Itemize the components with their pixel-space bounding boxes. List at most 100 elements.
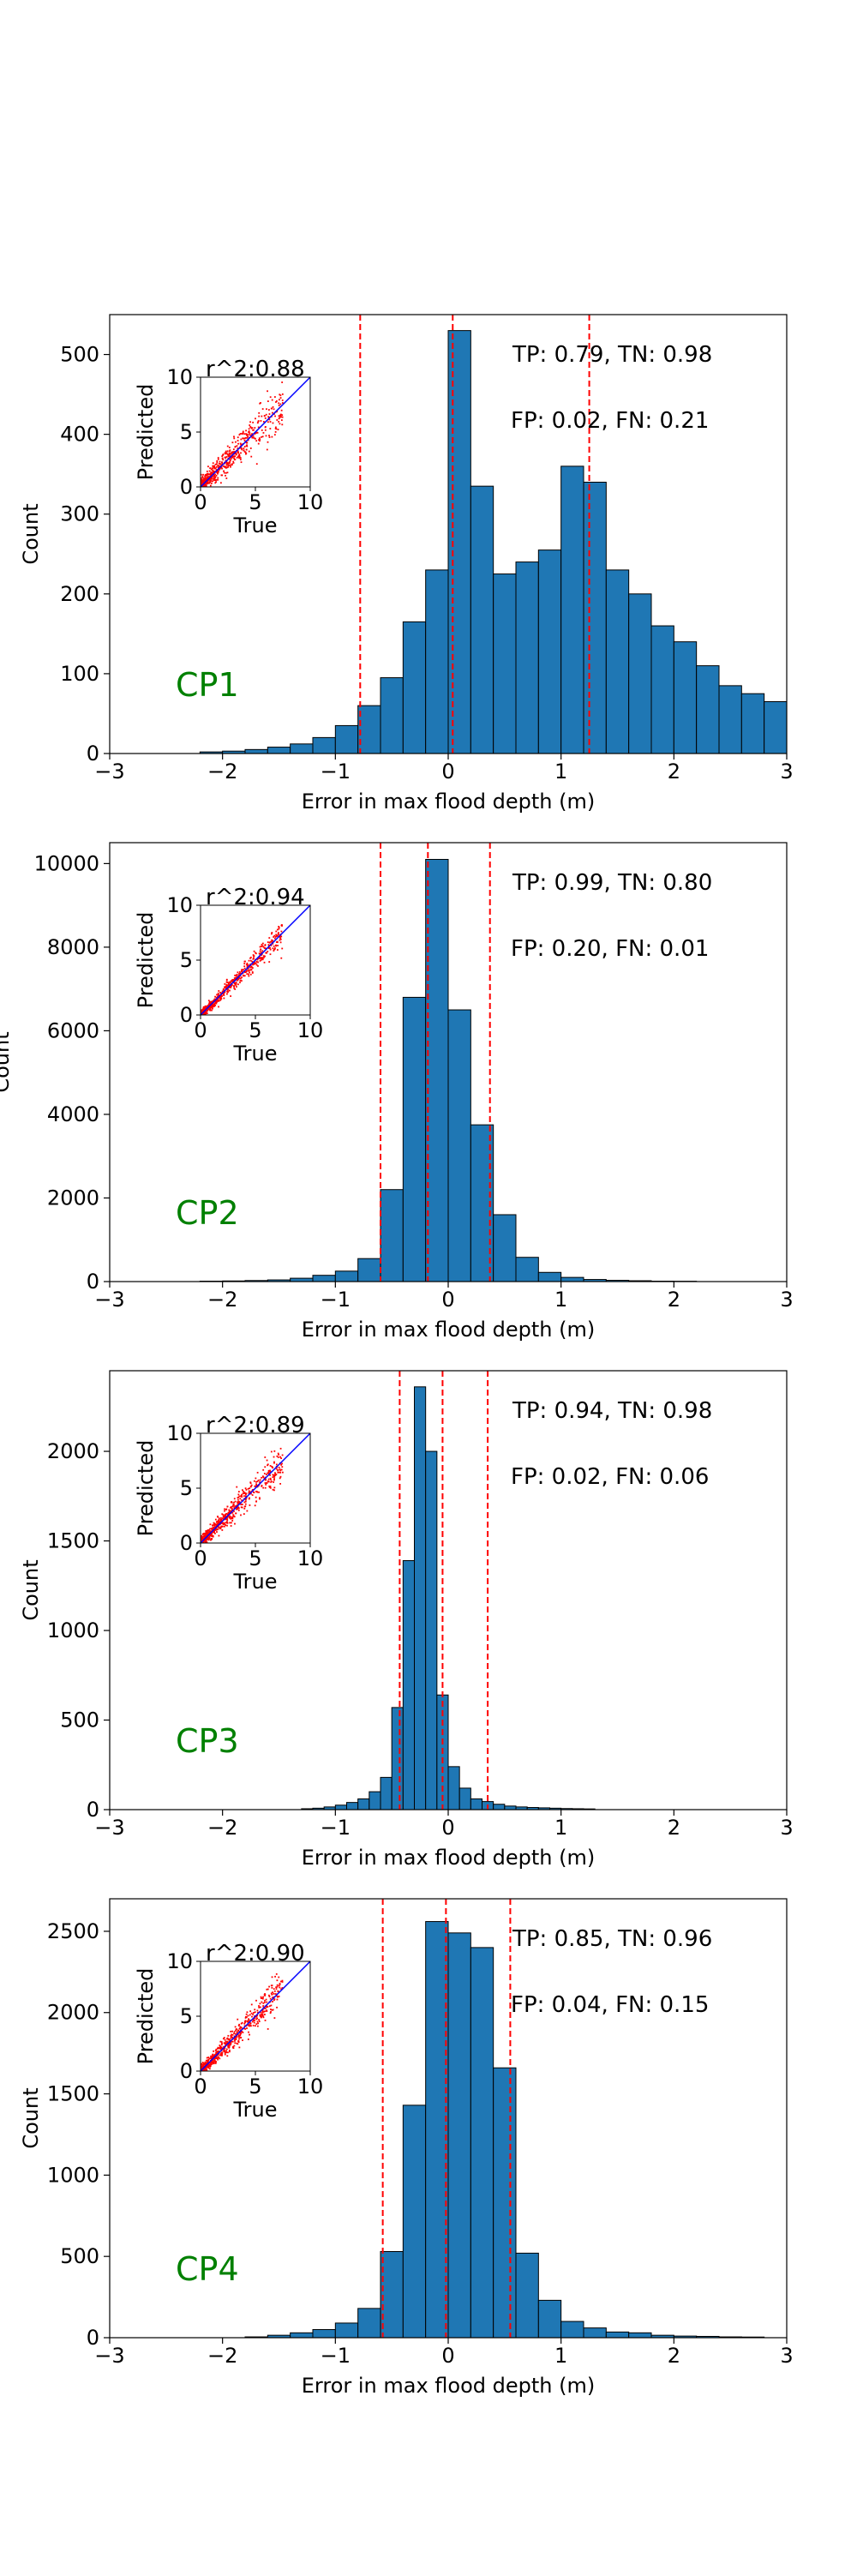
scatter-point [273, 406, 274, 408]
scatter-point [224, 1523, 225, 1525]
scatter-point [275, 945, 277, 946]
scatter-point [245, 453, 247, 455]
scatter-point [212, 478, 213, 480]
scatter-point [279, 417, 281, 418]
scatter-point [263, 946, 265, 948]
scatter-point [241, 1494, 243, 1496]
scatter-point [238, 1510, 240, 1511]
scatter-point [201, 2071, 203, 2073]
inset-r2: r^2:0.90 [206, 1941, 305, 1967]
scatter-point [266, 1999, 267, 2001]
scatter-point [238, 457, 240, 459]
scatter-point [274, 434, 276, 435]
scatter-point [245, 437, 247, 439]
scatter-point [246, 449, 248, 451]
x-tick-label: 2 [668, 760, 680, 784]
scatter-point [268, 1986, 270, 1988]
scatter-point [270, 1465, 272, 1467]
scatter-point [239, 971, 241, 973]
inset-y-label: Predicted [134, 912, 158, 1009]
scatter-point [267, 441, 269, 443]
inset-y-tick-label: 0 [180, 1531, 193, 1555]
scatter-point [249, 2034, 250, 2036]
scatter-point [225, 466, 227, 468]
scatter-point [215, 2063, 217, 2064]
scatter-point [253, 958, 255, 959]
histogram-bar [291, 2333, 313, 2338]
x-axis-label: Error in max flood depth (m) [302, 1318, 596, 1342]
scatter-point [238, 2025, 240, 2027]
scatter-point [202, 477, 204, 479]
scatter-point [235, 441, 237, 443]
y-tick-label: 0 [87, 1270, 99, 1294]
histogram-bar [358, 1798, 369, 1810]
scatter-point [215, 1519, 217, 1521]
scatter-point [248, 2015, 249, 2017]
scatter-point [221, 1529, 223, 1531]
scatter-point [223, 2038, 225, 2039]
scatter-point [204, 2072, 206, 2074]
scatter-point [274, 948, 276, 950]
y-axis-label: Count [19, 2087, 43, 2148]
scatter-point [226, 979, 228, 981]
scatter-point [274, 1976, 276, 1978]
scatter-point [251, 437, 253, 439]
scatter-point [269, 2005, 271, 2007]
inset-x-tick-label: 10 [297, 2075, 324, 2099]
scatter-point [242, 437, 243, 439]
scatter-point [236, 986, 237, 988]
scatter-point [249, 2010, 251, 2012]
inset-x-label: True [233, 2098, 278, 2122]
scatter-point [211, 483, 213, 484]
scatter-point [277, 935, 279, 937]
histogram-bar [494, 2068, 516, 2338]
inset-x-tick-label: 10 [297, 1546, 324, 1570]
scatter-point [246, 973, 248, 975]
scatter-point [261, 429, 263, 431]
scatter-point [219, 1535, 220, 1537]
scatter-point [221, 1513, 223, 1515]
histogram-bar [561, 2321, 584, 2338]
scatter-point [232, 1505, 234, 1507]
scatter-point [277, 1472, 279, 1474]
scatter-point [261, 436, 262, 438]
scatter-point [260, 402, 261, 404]
inset-x-tick-label: 0 [194, 1546, 207, 1570]
scatter-point [234, 2042, 236, 2044]
scatter-point [279, 399, 280, 400]
scatter-point [252, 1494, 254, 1496]
scatter-point [208, 1008, 210, 1010]
scatter-point [207, 2061, 208, 2063]
scatter-point [240, 439, 242, 441]
y-tick-label: 2000 [47, 2001, 99, 2025]
scatter-point [246, 2014, 248, 2015]
scatter-point [237, 456, 239, 458]
scatter-point [216, 994, 218, 995]
scatter-point [239, 2028, 241, 2030]
histogram-bar [381, 2251, 403, 2338]
scatter-point [281, 414, 283, 416]
scatter-point [260, 1480, 261, 1481]
y-tick-label: 100 [60, 662, 99, 686]
scatter-point [258, 2005, 260, 2007]
scatter-point [254, 951, 255, 952]
scatter-point [277, 1979, 279, 1981]
scatter-point [273, 1462, 275, 1463]
histogram-bar [494, 1804, 505, 1810]
histogram-bar [313, 1276, 335, 1282]
scatter-point [227, 992, 229, 994]
x-tick-label: −1 [321, 2344, 351, 2368]
scatter-point [214, 1524, 216, 1526]
scatter-point [237, 971, 238, 973]
scatter-point [261, 950, 263, 952]
scatter-point [276, 941, 278, 943]
scatter-point [249, 970, 251, 971]
scatter-point [202, 1009, 204, 1011]
scatter-point [277, 929, 279, 931]
scatter-point [229, 982, 231, 983]
scatter-point [240, 452, 242, 453]
scatter-point [255, 2025, 256, 2027]
scatter-point [267, 1480, 269, 1482]
inset-y-label: Predicted [134, 384, 158, 481]
